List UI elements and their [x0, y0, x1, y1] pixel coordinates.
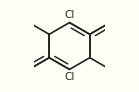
Text: Cl: Cl	[64, 10, 75, 20]
Text: Cl: Cl	[64, 72, 75, 82]
